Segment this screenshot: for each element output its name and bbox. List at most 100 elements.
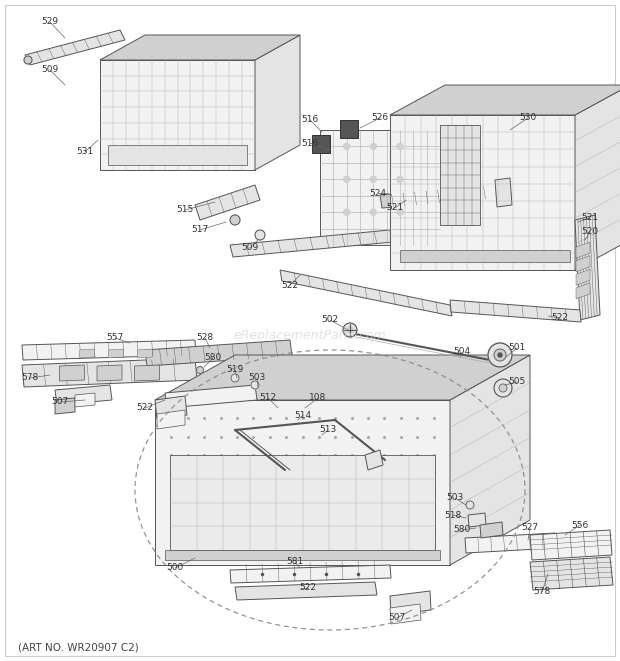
Polygon shape (468, 513, 486, 527)
Polygon shape (255, 35, 300, 170)
Text: 515: 515 (176, 206, 193, 215)
Circle shape (370, 209, 376, 215)
Text: 524: 524 (370, 188, 386, 198)
Circle shape (370, 176, 376, 182)
Circle shape (343, 209, 350, 215)
Text: (ART NO. WR20907 C2): (ART NO. WR20907 C2) (18, 643, 139, 653)
Text: 556: 556 (572, 520, 588, 529)
Polygon shape (230, 230, 393, 257)
Polygon shape (576, 269, 590, 286)
Text: 507: 507 (388, 613, 405, 623)
Polygon shape (495, 178, 512, 207)
Text: 512: 512 (259, 393, 277, 403)
Text: 501: 501 (508, 344, 526, 352)
Polygon shape (135, 365, 159, 381)
Polygon shape (576, 256, 590, 272)
Text: 516: 516 (301, 139, 319, 147)
Polygon shape (155, 400, 450, 565)
Circle shape (343, 176, 350, 182)
Circle shape (370, 143, 376, 149)
Text: 504: 504 (453, 348, 471, 356)
Circle shape (488, 343, 512, 367)
Circle shape (197, 366, 203, 373)
Text: 529: 529 (42, 17, 58, 26)
Polygon shape (165, 550, 440, 560)
Text: 502: 502 (321, 315, 339, 325)
Polygon shape (97, 365, 122, 381)
Polygon shape (400, 250, 570, 262)
Text: 521: 521 (582, 214, 598, 223)
Polygon shape (145, 340, 292, 366)
Polygon shape (155, 396, 187, 419)
Polygon shape (390, 604, 421, 624)
Polygon shape (55, 385, 112, 405)
Circle shape (494, 379, 512, 397)
Polygon shape (530, 530, 612, 560)
Polygon shape (155, 355, 530, 400)
Polygon shape (22, 340, 196, 360)
Polygon shape (100, 35, 300, 60)
Text: 522: 522 (281, 280, 298, 290)
Polygon shape (575, 85, 620, 270)
Text: 509: 509 (42, 65, 59, 75)
Text: 531: 531 (76, 147, 94, 157)
Polygon shape (230, 565, 391, 583)
Text: 518: 518 (445, 510, 462, 520)
Circle shape (347, 327, 353, 333)
Circle shape (498, 353, 502, 357)
Text: 578: 578 (21, 373, 38, 383)
Text: 522: 522 (136, 403, 154, 412)
Text: 108: 108 (309, 393, 327, 403)
Polygon shape (450, 355, 530, 565)
Polygon shape (157, 410, 185, 429)
Polygon shape (530, 557, 613, 590)
Polygon shape (576, 242, 590, 258)
Circle shape (255, 230, 265, 240)
Text: 519: 519 (226, 366, 244, 375)
Text: 557: 557 (107, 334, 123, 342)
Polygon shape (108, 349, 123, 358)
Text: 526: 526 (371, 114, 389, 122)
Text: 521: 521 (386, 204, 404, 212)
Text: 507: 507 (51, 397, 69, 407)
Circle shape (397, 209, 403, 215)
Text: 528: 528 (197, 334, 213, 342)
Text: 530: 530 (520, 114, 537, 122)
Text: 522: 522 (552, 313, 569, 323)
Text: 503: 503 (249, 373, 265, 383)
Polygon shape (575, 215, 600, 320)
Text: 505: 505 (508, 377, 526, 387)
Polygon shape (440, 140, 470, 235)
Circle shape (397, 176, 403, 182)
Polygon shape (55, 398, 75, 414)
Polygon shape (60, 365, 84, 381)
Polygon shape (340, 120, 358, 138)
Polygon shape (480, 522, 503, 538)
Polygon shape (22, 358, 197, 387)
Polygon shape (165, 385, 257, 408)
Circle shape (251, 381, 259, 389)
Polygon shape (312, 135, 330, 153)
Text: 580: 580 (205, 354, 221, 362)
Text: 527: 527 (521, 524, 539, 533)
Polygon shape (380, 185, 497, 208)
Text: 520: 520 (582, 227, 598, 237)
Text: 503: 503 (446, 494, 464, 502)
Polygon shape (138, 349, 153, 358)
Text: 514: 514 (294, 410, 312, 420)
Polygon shape (170, 455, 435, 550)
Circle shape (466, 501, 474, 509)
Text: eReplacementParts.com: eReplacementParts.com (234, 329, 386, 342)
Polygon shape (450, 300, 581, 322)
Polygon shape (365, 450, 383, 470)
Polygon shape (100, 60, 255, 170)
Circle shape (499, 384, 507, 392)
Text: 517: 517 (192, 225, 208, 235)
Text: 580: 580 (453, 525, 471, 535)
Circle shape (230, 215, 240, 225)
Polygon shape (108, 145, 247, 165)
Text: 578: 578 (533, 588, 551, 596)
Polygon shape (576, 283, 590, 299)
Text: 581: 581 (286, 557, 304, 566)
Text: 500: 500 (166, 563, 184, 572)
